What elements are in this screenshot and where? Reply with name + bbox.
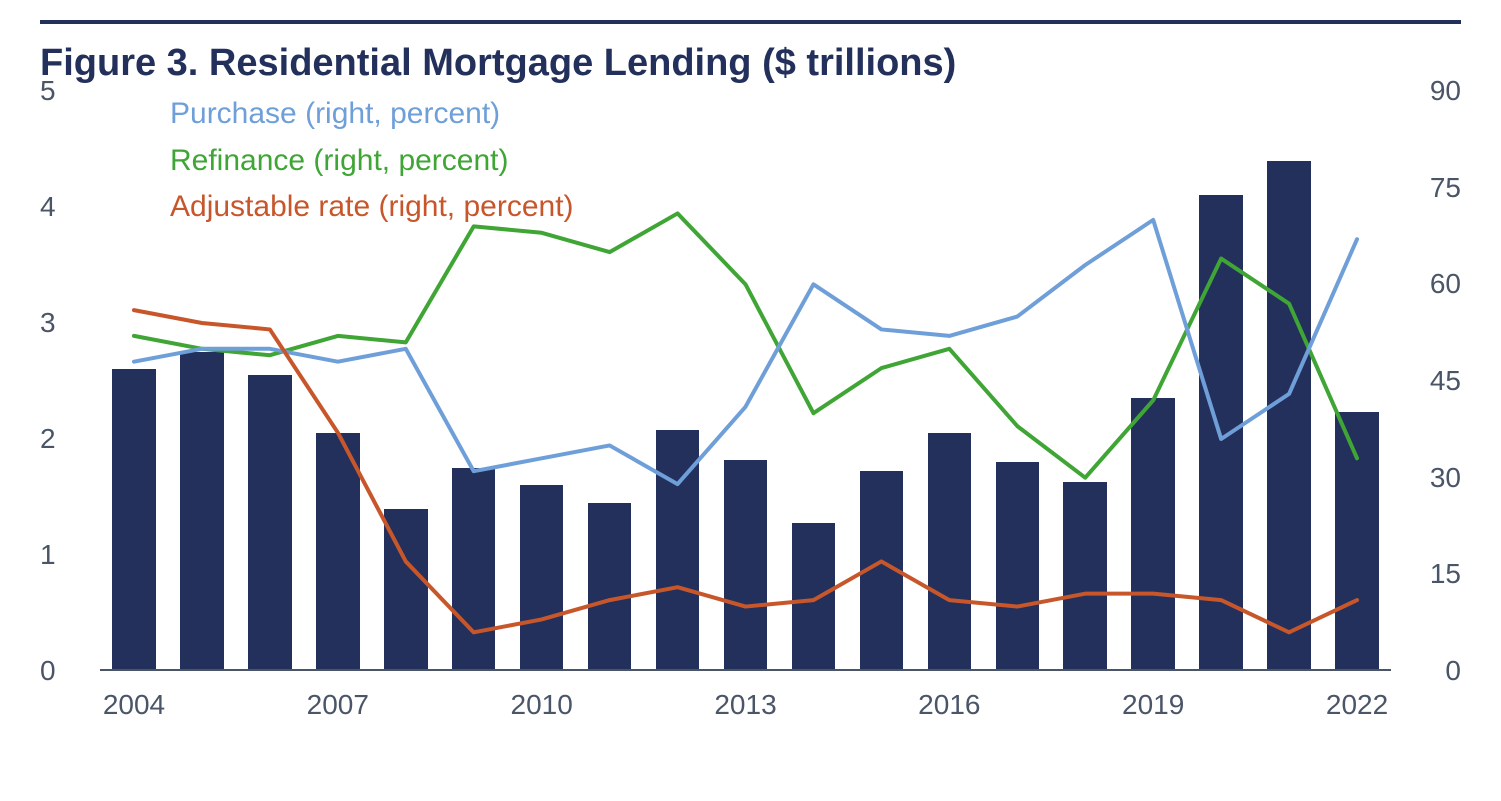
y-right-tick: 30 (1401, 462, 1461, 494)
x-tick: 2016 (918, 689, 980, 721)
plot-area: Purchase (right, percent) Refinance (rig… (100, 91, 1391, 671)
y-axis-right: 0153045607590 (1401, 91, 1461, 671)
legend-adjustable: Adjustable rate (right, percent) (170, 184, 574, 231)
x-tick: 2007 (307, 689, 369, 721)
x-baseline (100, 669, 1391, 671)
x-tick: 2010 (511, 689, 573, 721)
chart: 012345 0153045607590 Purchase (right, pe… (40, 91, 1461, 731)
legend: Purchase (right, percent) Refinance (rig… (170, 91, 574, 231)
y-axis-left: 012345 (40, 91, 100, 671)
figure-title: Figure 3. Residential Mortgage Lending (… (40, 42, 1461, 85)
x-tick: 2022 (1326, 689, 1388, 721)
legend-purchase: Purchase (right, percent) (170, 91, 574, 138)
x-tick: 2004 (103, 689, 165, 721)
line-refinance (134, 213, 1357, 477)
y-right-tick: 0 (1401, 655, 1461, 687)
line-purchase (134, 220, 1357, 484)
y-right-tick: 75 (1401, 172, 1461, 204)
x-tick: 2019 (1122, 689, 1184, 721)
y-left-tick: 5 (40, 75, 100, 107)
y-left-tick: 0 (40, 655, 100, 687)
x-tick: 2013 (714, 689, 776, 721)
legend-refinance: Refinance (right, percent) (170, 138, 574, 185)
top-rule (40, 20, 1461, 24)
y-left-tick: 2 (40, 423, 100, 455)
y-right-tick: 45 (1401, 365, 1461, 397)
y-right-tick: 60 (1401, 268, 1461, 300)
x-axis: 2004 2007 2010 2013 2016 2019 2022 (100, 681, 1391, 731)
y-left-tick: 1 (40, 539, 100, 571)
y-left-tick: 3 (40, 307, 100, 339)
y-left-tick: 4 (40, 191, 100, 223)
y-right-tick: 90 (1401, 75, 1461, 107)
y-right-tick: 15 (1401, 558, 1461, 590)
